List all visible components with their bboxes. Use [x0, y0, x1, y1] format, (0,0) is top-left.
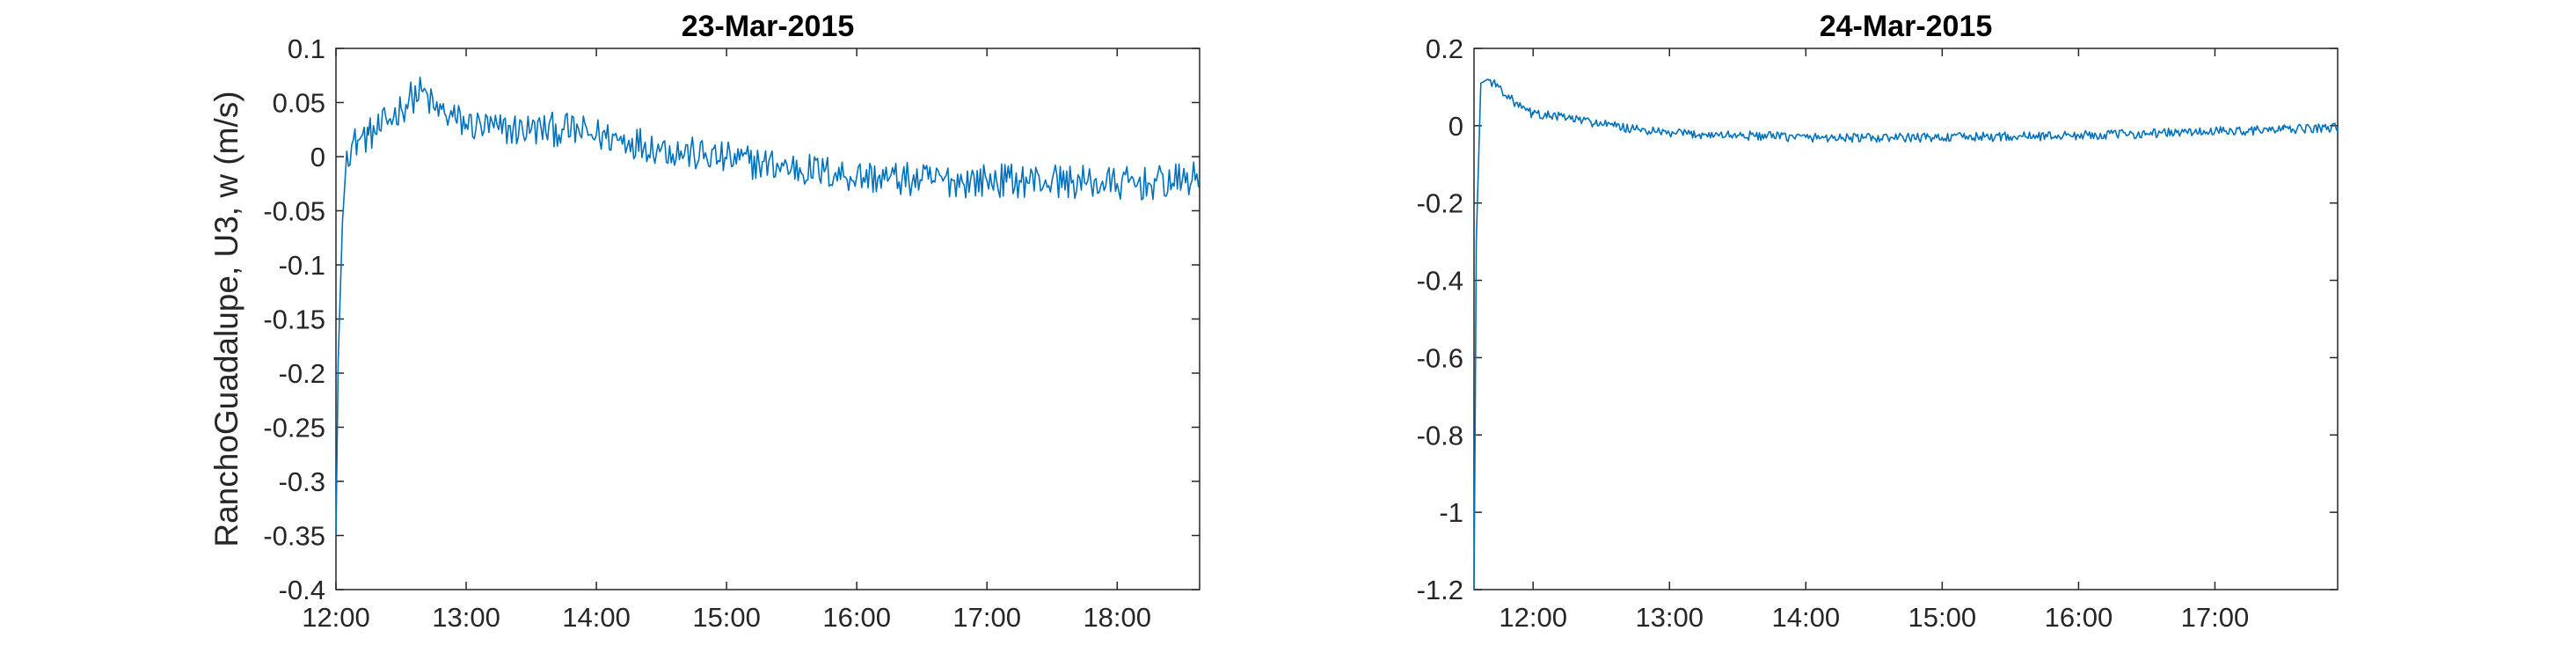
x-tick-label: 16:00 — [822, 602, 891, 633]
y-tick-label: 0.05 — [273, 88, 325, 119]
y-tick-label: -0.4 — [1417, 266, 1463, 297]
y-tick-label: -0.35 — [263, 521, 325, 552]
chart-24-mar-2015: 24-Mar-2015 0.2 0 -0.2 -0.4 -0.6 -0.8 -1 -1.2 12:… — [1417, 10, 2339, 633]
chart-title: 24-Mar-2015 — [1820, 10, 1993, 43]
y-tick-label: -0.2 — [279, 358, 325, 389]
y-tick-label: -1 — [1439, 497, 1463, 528]
x-tick-label: 16:00 — [2045, 602, 2113, 633]
y-tick-label: 0 — [310, 142, 325, 172]
y-axis-label: RanchoGuadalupe, U3, w (m/s) — [208, 91, 244, 546]
series-line — [1473, 78, 2339, 590]
chart-title: 23-Mar-2015 — [682, 10, 855, 43]
x-tick-label: 14:00 — [1772, 602, 1841, 633]
y-tick-label: -1.2 — [1417, 575, 1463, 605]
chart-23-mar-2015: 23-Mar-2015 0.1 0.05 0 -0.05 -0.1 -0.15 -0.2 -0.… — [208, 10, 1200, 633]
y-tick-label: -0.4 — [279, 575, 325, 605]
x-tick-label: 13:00 — [1635, 602, 1704, 633]
x-tick-label: 13:00 — [432, 602, 500, 633]
y-tick-label: -0.05 — [263, 196, 325, 227]
x-tick-label: 15:00 — [1908, 602, 1977, 633]
y-tick-label: 0 — [1449, 111, 1463, 142]
x-tick-label: 15:00 — [692, 602, 761, 633]
x-tick-label: 17:00 — [952, 602, 1021, 633]
y-tick-label: -0.6 — [1417, 342, 1463, 373]
series-line — [335, 77, 1200, 536]
axes-box — [1473, 48, 2339, 590]
y-tick-label: -0.8 — [1417, 420, 1463, 451]
x-tick-label: 17:00 — [2181, 602, 2250, 633]
y-tick-label: -0.3 — [279, 466, 325, 497]
y-tick-label: 0.2 — [1426, 33, 1463, 64]
y-tick-label: 0.1 — [288, 33, 325, 64]
y-tick-label: -0.25 — [263, 413, 325, 444]
x-tick-label: 12:00 — [1499, 602, 1567, 633]
x-tick-label: 12:00 — [302, 602, 370, 633]
y-tick-label: -0.1 — [279, 250, 325, 281]
x-tick-label: 18:00 — [1083, 602, 1151, 633]
axes-box — [335, 48, 1200, 590]
y-tick-label: -0.15 — [263, 304, 325, 335]
y-tick-label: -0.2 — [1417, 188, 1463, 219]
x-tick-label: 14:00 — [562, 602, 631, 633]
